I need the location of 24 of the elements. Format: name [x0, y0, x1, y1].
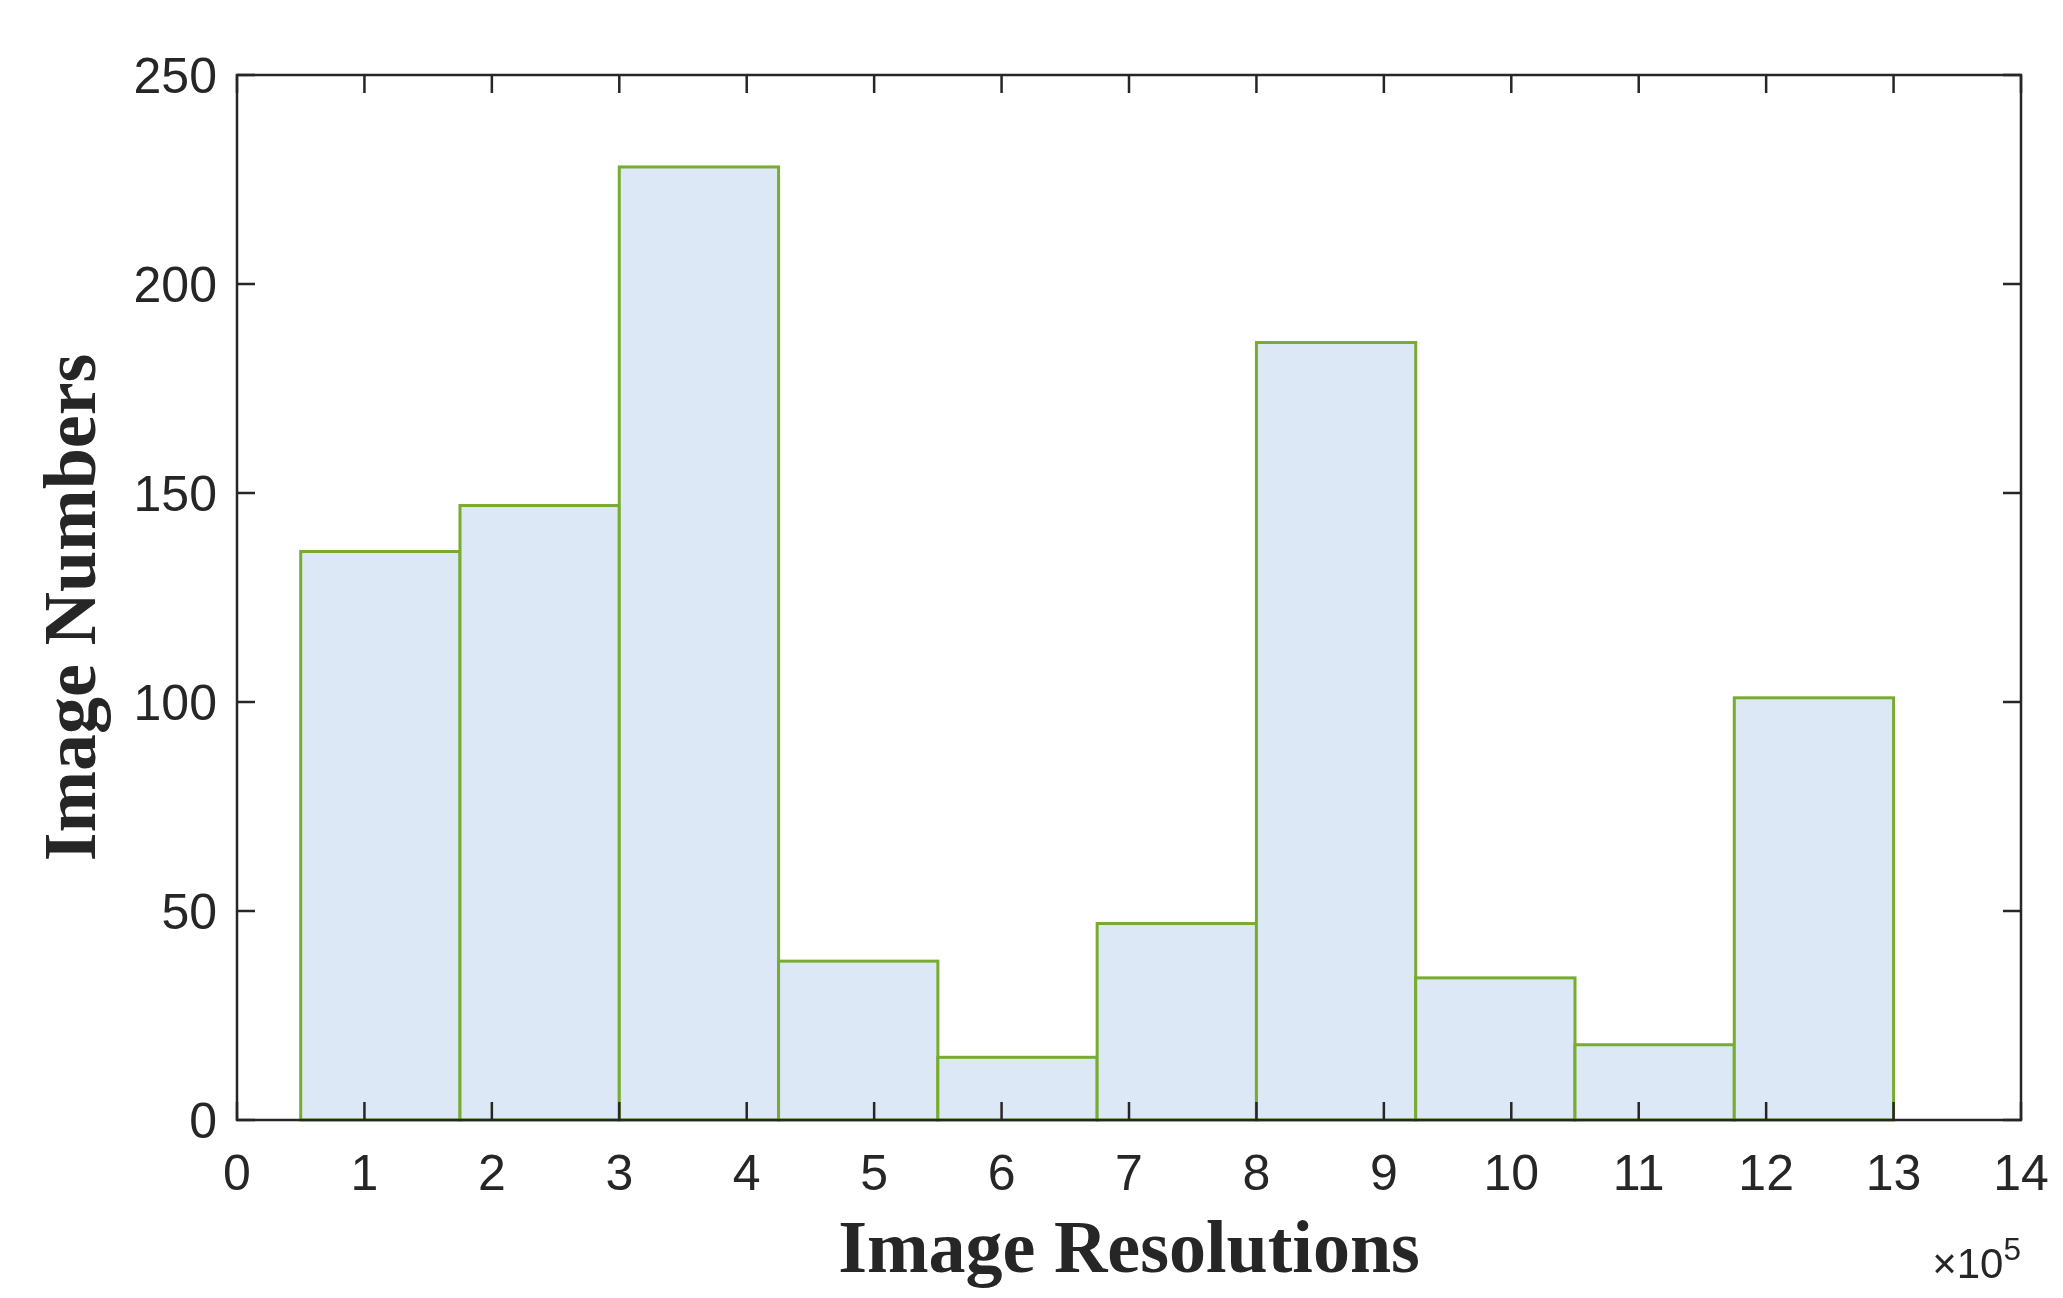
y-axis-title: Image Numbers [29, 353, 111, 862]
x-axis-title: Image Resolutions [838, 1206, 1420, 1288]
x-tick-label: 2 [477, 1145, 506, 1201]
x-tick-label: 7 [1115, 1145, 1143, 1201]
x-tick-label: 13 [1865, 1145, 1922, 1201]
y-tick-label: 100 [133, 675, 217, 731]
x-tick-label: 4 [732, 1145, 761, 1201]
x-tick-label: 3 [605, 1145, 634, 1201]
x-tick-label: 12 [1738, 1145, 1794, 1201]
y-tick-label: 0 [189, 1093, 217, 1149]
x-tick-label: 14 [1993, 1145, 2049, 1201]
x-tick-label: 10 [1483, 1145, 1540, 1201]
text: ×10$^{5}$ [1932, 1231, 2021, 1287]
x-tick-label: 1 [350, 1145, 379, 1201]
x-tick-label: 9 [1369, 1145, 1398, 1201]
y-tick-label: 250 [133, 48, 217, 104]
y-tick-label: 50 [161, 884, 217, 940]
x-tick-label: 0 [223, 1145, 251, 1201]
x-tick-label: 6 [987, 1145, 1016, 1201]
y-tick-label: 200 [133, 257, 217, 313]
x-tick-label: 11 [1612, 1145, 1665, 1201]
x-tick-label: 8 [1242, 1145, 1271, 1201]
x-tick-label: 5 [860, 1145, 889, 1201]
y-tick-label: 150 [133, 466, 217, 522]
